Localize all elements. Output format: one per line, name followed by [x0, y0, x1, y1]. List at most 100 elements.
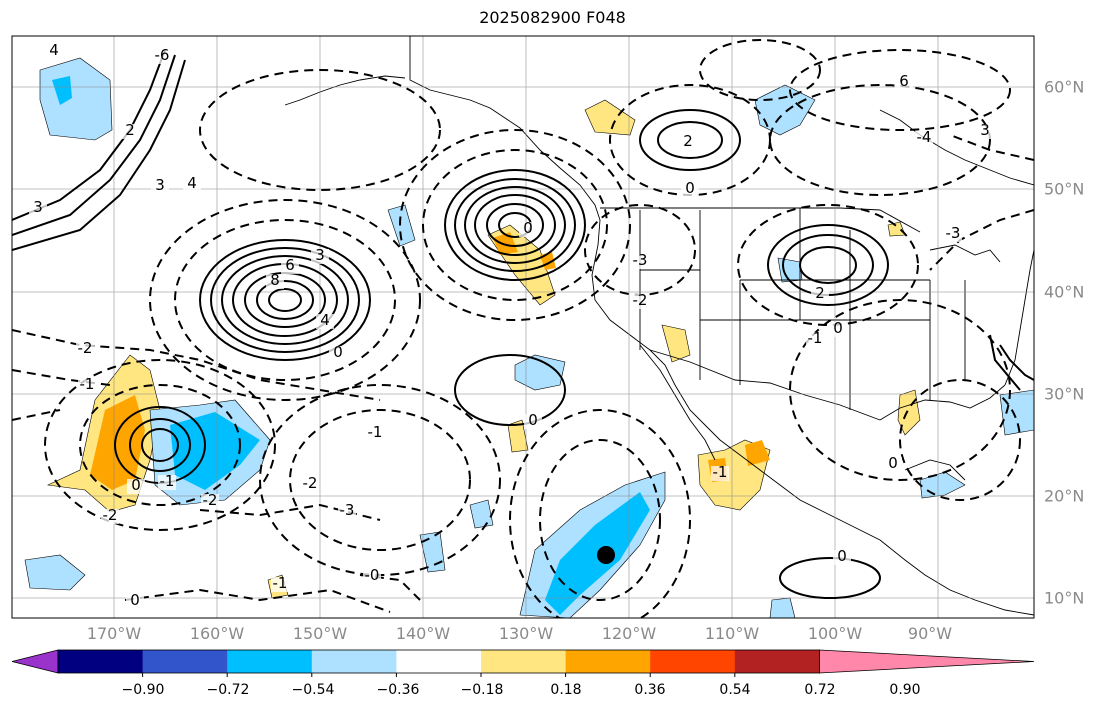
contour-label-bg	[78, 378, 96, 393]
contour-label-bg	[944, 227, 962, 242]
shade-mid-lightblue	[514, 354, 566, 391]
contour-label-bg	[329, 346, 347, 361]
contour-label-bg	[519, 222, 537, 237]
colorbar-tick: 0.54	[719, 682, 751, 698]
colorbar-segment	[396, 650, 482, 673]
colorbar-segment	[142, 650, 228, 673]
contour-label-bg	[806, 332, 824, 347]
storm-center-marker	[597, 546, 615, 564]
high-tropic	[779, 557, 881, 599]
colorbar-extend-high	[819, 649, 1035, 674]
contour-label: -2	[203, 491, 218, 509]
contour-label: -1	[368, 423, 383, 441]
colorbar-segment	[734, 650, 820, 673]
colorbar	[11, 649, 1035, 677]
contour-label: 2	[125, 121, 135, 139]
colorbar-tick: 0.18	[550, 682, 582, 698]
high-gulf-of-alaska	[444, 169, 586, 281]
lon-label: 130°W	[498, 624, 554, 643]
east-ridge	[989, 334, 1034, 391]
colorbar-tick: 0.72	[804, 682, 836, 698]
colorbar-segment	[481, 650, 567, 673]
contour-label-bg	[679, 135, 697, 150]
shade-canada-lightblue	[754, 84, 816, 136]
colorbar-segment	[311, 650, 397, 673]
contour-label-bg	[829, 322, 847, 337]
nw-ridge-lines	[12, 49, 186, 251]
contour-label-bg	[976, 124, 994, 139]
contour-label-bg	[338, 504, 356, 519]
contour-label-bg	[301, 477, 319, 492]
contour-label: -2	[303, 474, 318, 492]
contour-label-bg	[126, 594, 144, 609]
contour-label: -0	[365, 566, 380, 584]
colorbar-tick: −0.54	[291, 682, 335, 698]
us-mexico-border	[649, 349, 881, 421]
colorbar-tick: 0.36	[634, 682, 666, 698]
contour-label: 3	[980, 121, 990, 139]
shade-rockies-lightblue	[777, 257, 803, 283]
contour-label-bg	[281, 259, 299, 274]
contour-label: 0	[523, 219, 533, 237]
contour-label-bg	[811, 287, 829, 302]
contour-label: -3	[633, 251, 648, 269]
colorbar-tick: 0.90	[889, 682, 921, 698]
contour-label-bg	[121, 124, 139, 139]
contour-label: 0	[131, 476, 141, 494]
alaska-coast	[409, 36, 601, 221]
contour-label: 0	[888, 454, 898, 472]
contour-label-bg	[311, 249, 329, 264]
contour-label-bg	[366, 426, 384, 441]
contour-label-bg	[681, 182, 699, 197]
contour-label: 4	[187, 174, 197, 192]
contour-label-bg	[363, 569, 381, 584]
contour-label-bg	[101, 509, 119, 524]
baja-peninsula	[639, 344, 716, 461]
contour-label: -3	[946, 224, 961, 242]
contour-label: 0	[130, 591, 140, 609]
colorbar-segment	[565, 650, 651, 673]
colorbar-tick: −0.18	[460, 682, 504, 698]
shade-gulf-lightblue	[387, 204, 416, 247]
shade-mexico-orange2	[745, 440, 770, 466]
contour-label-bg	[29, 201, 47, 216]
contour-label-bg	[45, 44, 63, 59]
high-rockies	[767, 224, 889, 306]
contour-label: 2	[683, 132, 693, 150]
colorbar-extend-low	[11, 649, 59, 674]
contour-label-bg	[158, 475, 176, 490]
contour-label: 3	[155, 176, 165, 194]
colorbar-segment	[227, 650, 313, 673]
contour-label-bg	[915, 131, 933, 146]
contour-label: -2	[633, 291, 648, 309]
contour-label: 3	[33, 198, 43, 216]
shade-small-blue1	[469, 499, 494, 529]
contour-label-bg	[631, 254, 649, 269]
contour-label: 6	[899, 72, 909, 90]
lon-label: 110°W	[704, 624, 760, 643]
colorbar-tick: −0.36	[376, 682, 420, 698]
lon-label: 90°W	[907, 624, 953, 643]
contour-label: -2	[78, 339, 93, 357]
contour-label-bg	[884, 457, 902, 472]
high-center-west	[199, 239, 371, 361]
map-panel	[12, 36, 1034, 618]
shade-east-lightblue	[919, 471, 966, 499]
hudson-coast	[879, 109, 1034, 186]
contour-label: 0	[528, 411, 538, 429]
contour-label: -1	[160, 472, 175, 490]
shade-nw-light-blue	[39, 57, 113, 141]
lon-label: 150°W	[292, 624, 348, 643]
colorbar-frame	[57, 649, 820, 674]
gulf-coast	[879, 384, 1006, 421]
lon-label: 100°W	[807, 624, 863, 643]
contour-label: -1	[273, 574, 288, 592]
contour-label: 4	[320, 311, 330, 329]
shade-west-orange	[90, 395, 145, 490]
contour-label: -3	[340, 501, 355, 519]
contour-label-bg	[76, 342, 94, 357]
shade-bottom-lightblue	[769, 597, 796, 618]
lat-label: 50°N	[1044, 179, 1085, 199]
